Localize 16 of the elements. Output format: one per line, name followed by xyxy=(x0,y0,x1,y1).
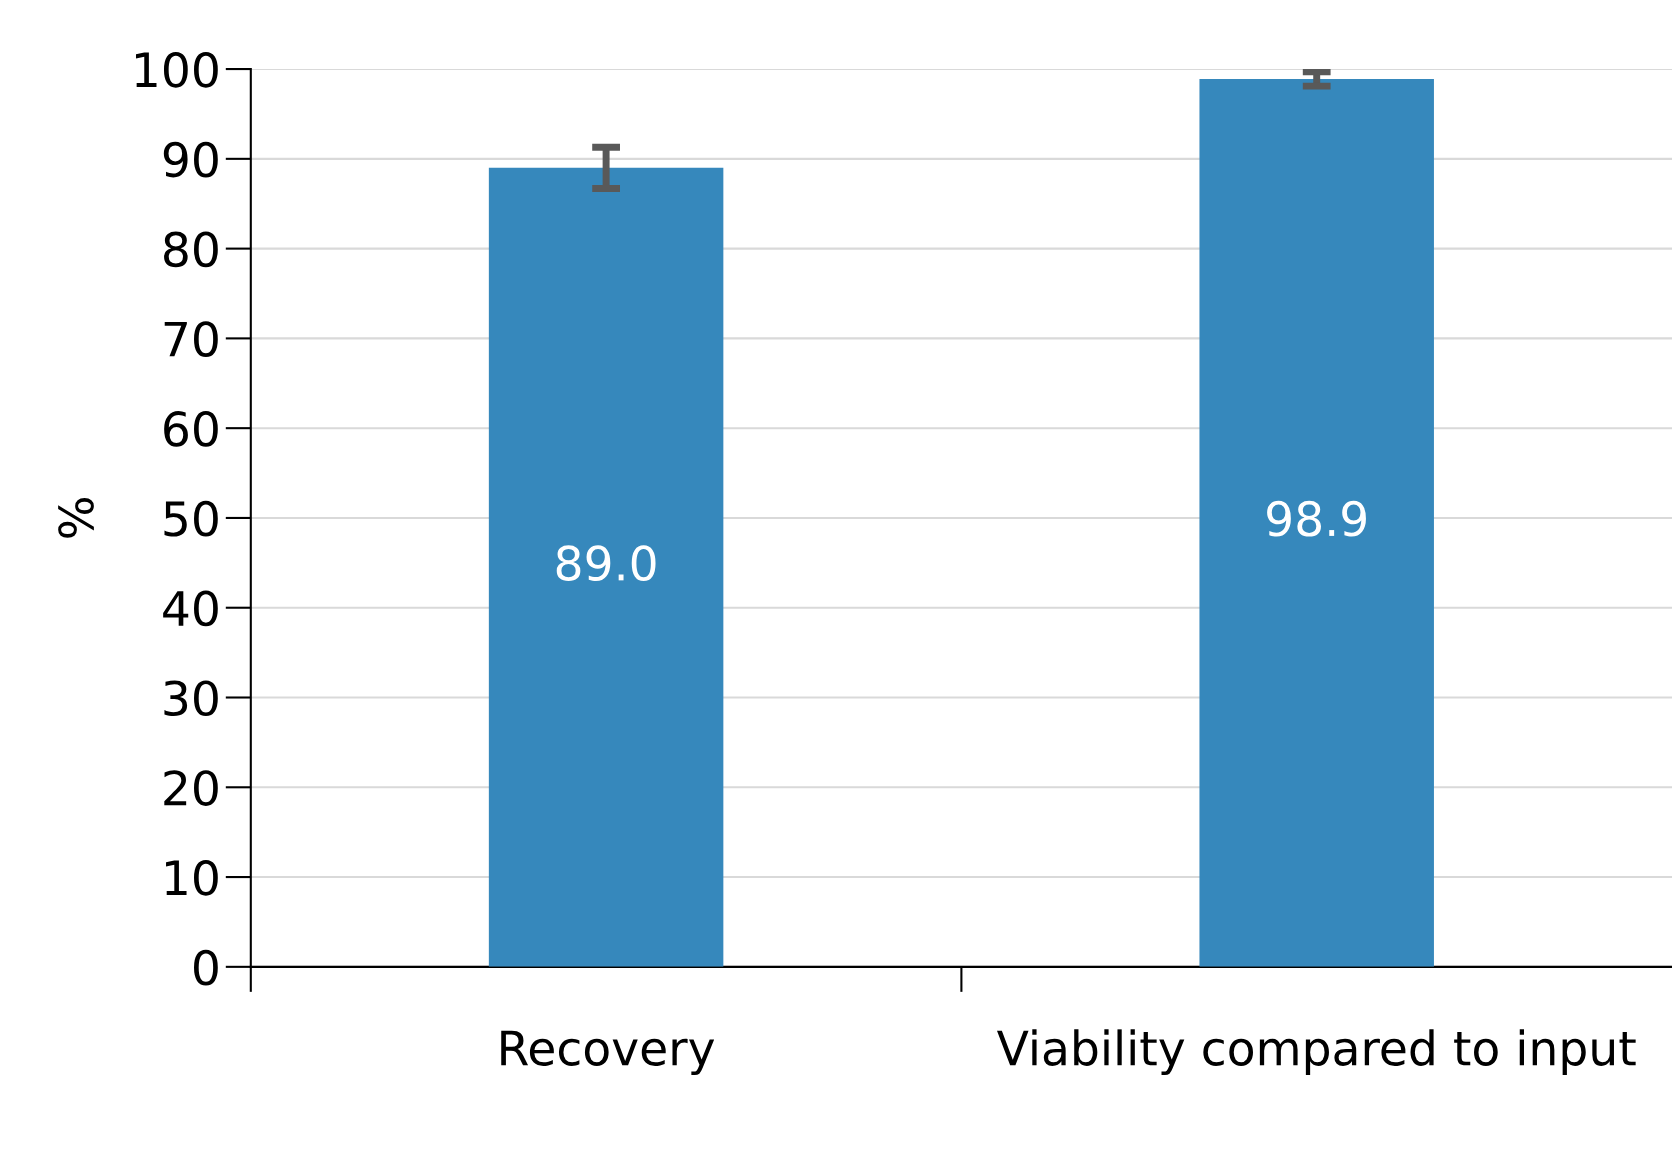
y-tick-label: 0 xyxy=(194,949,218,986)
y-tick-label: 20 xyxy=(164,770,218,806)
y-tick-label: 60 xyxy=(164,411,218,447)
y-tick-label: 90 xyxy=(163,141,218,178)
data-label: 98.9 xyxy=(1267,500,1366,537)
y-tick-label: 30 xyxy=(164,680,218,717)
y-tick-label: 80 xyxy=(164,231,218,268)
x-tick-label: Viability compared to input xyxy=(996,1029,1636,1076)
y-tick-label: 50 xyxy=(164,500,218,537)
x-tick-label: Recovery xyxy=(501,1030,715,1076)
y-axis-title: % xyxy=(58,498,94,538)
y-tick-label: 40 xyxy=(163,590,218,627)
y-tick-label: 70 xyxy=(164,321,218,358)
y-tick-label: 10 xyxy=(166,859,218,896)
data-label: 89.0 xyxy=(556,545,656,582)
y-tick-label: 100 xyxy=(135,51,218,88)
